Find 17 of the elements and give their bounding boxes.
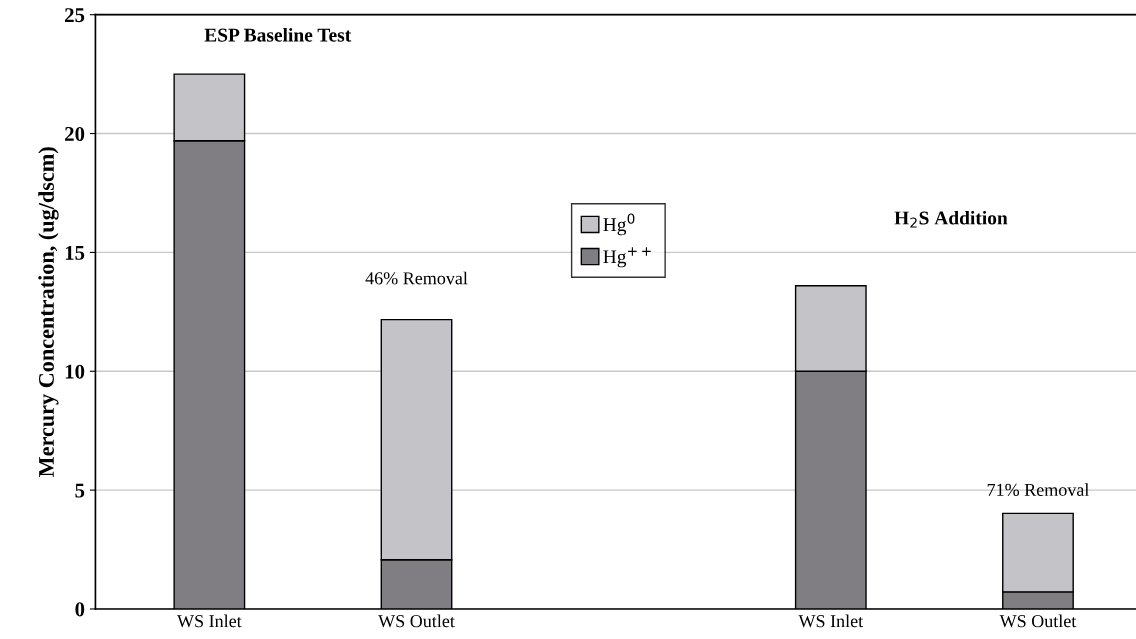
y-tick-label: 0 bbox=[75, 602, 85, 617]
x-tick-label: WS Inlet bbox=[798, 614, 864, 628]
y-axis-title: Mercury Concentration, (ug/dscm) bbox=[38, 147, 59, 477]
y-tick-label: 5 bbox=[75, 483, 85, 498]
y-tick-label: 20 bbox=[65, 126, 85, 141]
annotation: 46% Removal bbox=[365, 271, 468, 285]
x-tick-label: WS Outlet bbox=[378, 614, 455, 628]
annotation: H$_{2}$S Addition bbox=[894, 210, 1008, 228]
x-tick-label: WS Outlet bbox=[999, 614, 1077, 628]
legend-label: Hg$^{++}$ bbox=[603, 247, 651, 268]
legend-label: Hg$^{0}$ bbox=[603, 213, 635, 236]
x-tick-label: WS Inlet bbox=[177, 614, 242, 628]
y-tick-label: 25 bbox=[65, 8, 85, 23]
y-tick-label: 10 bbox=[65, 364, 85, 379]
annotation: 71% Removal bbox=[987, 483, 1090, 497]
y-tick-label: 15 bbox=[65, 245, 85, 260]
annotation: ESP Baseline Test bbox=[204, 27, 352, 42]
